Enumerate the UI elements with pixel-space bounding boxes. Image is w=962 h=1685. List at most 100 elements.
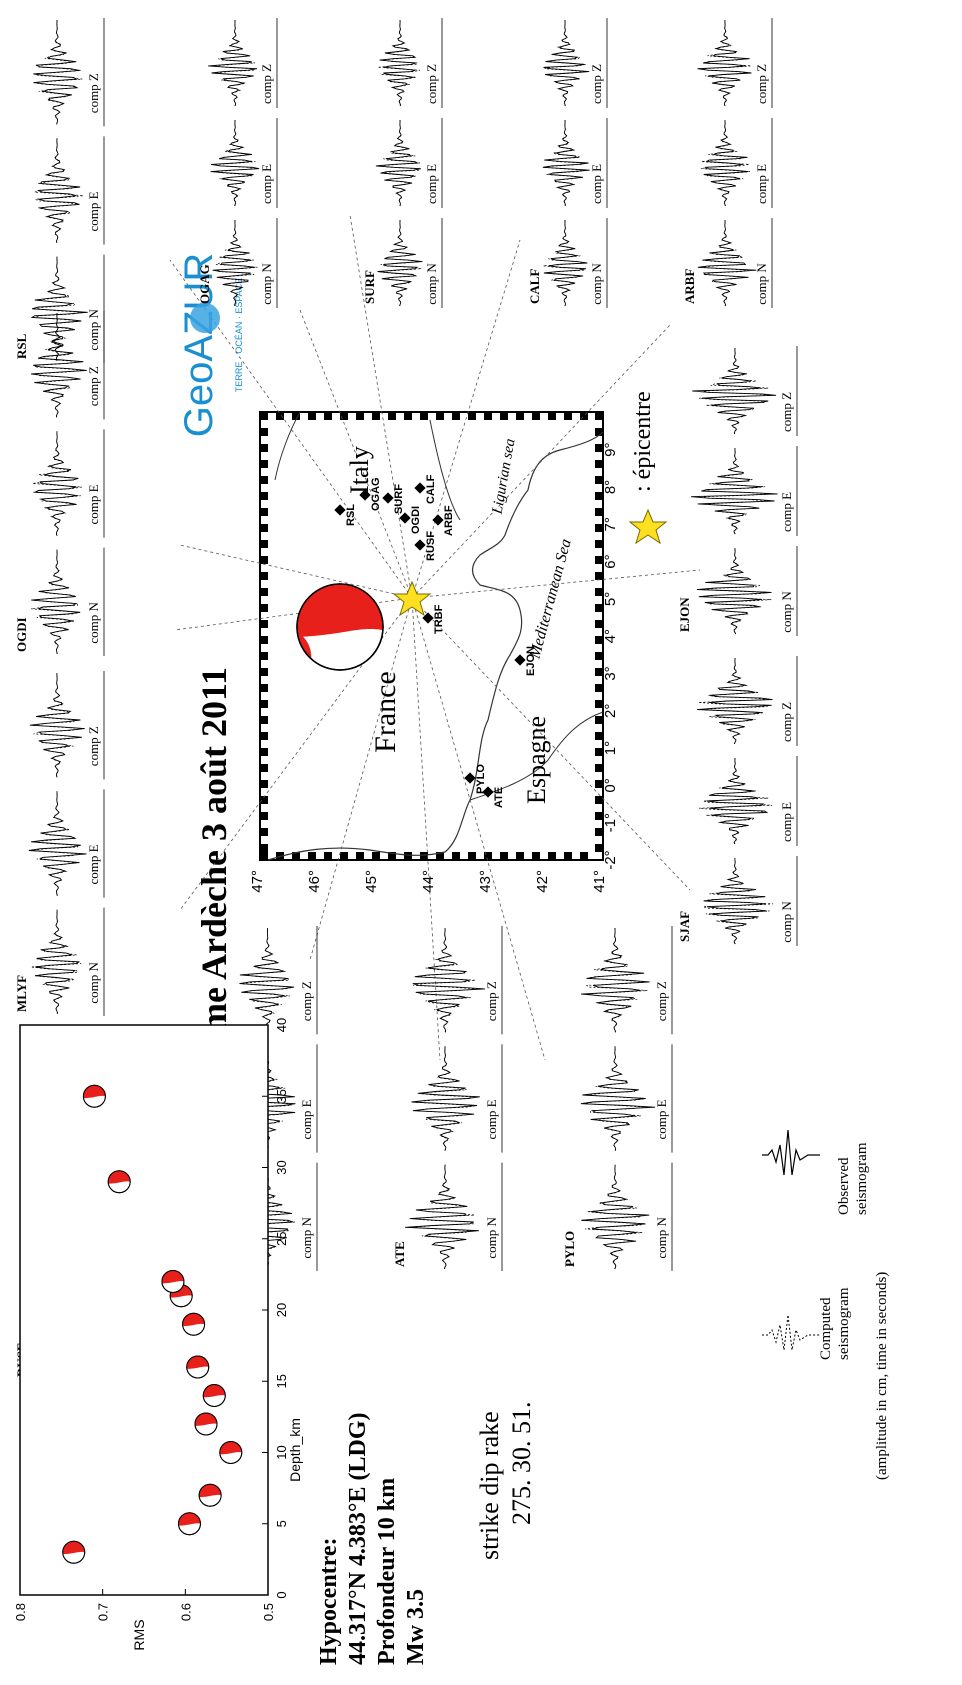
computed-trace [544, 20, 587, 107]
observed-trace [697, 657, 773, 745]
component-label: comp Z [259, 64, 274, 104]
computed-trace [698, 657, 769, 745]
border-check [595, 604, 603, 612]
component-label: comp E [779, 492, 794, 532]
border-check [260, 460, 268, 468]
italy-coast [274, 411, 461, 521]
component-label: comp Z [589, 64, 604, 104]
computed-trace [699, 547, 772, 635]
border-check [420, 852, 428, 860]
border-check [292, 852, 300, 860]
border-check [500, 852, 508, 860]
station-marker [432, 514, 444, 526]
coastline [267, 431, 604, 861]
lon-tick-label: 7° [602, 517, 619, 531]
country-espagne: Espagne [522, 716, 551, 804]
border-check [595, 780, 603, 788]
station-panel: SURF comp N comp E comp Z [362, 18, 443, 308]
legend-computed-line1: Computed [818, 1297, 834, 1360]
depth-tick-label: 35 [274, 1089, 289, 1103]
border-check [356, 412, 364, 420]
border-check [564, 852, 572, 860]
component-label: comp E [779, 802, 794, 842]
border-check [260, 540, 268, 548]
mechanism-block: strike dip rake 275. 30. 51. [475, 1402, 536, 1561]
border-check [260, 476, 268, 484]
border-check [324, 852, 332, 860]
border-check [388, 852, 396, 860]
lat-tick-label: 43° [477, 870, 494, 893]
border-check [595, 796, 603, 804]
border-check [500, 412, 508, 420]
computed-trace [378, 119, 421, 207]
depth-tick-label: 10 [274, 1445, 289, 1459]
border-check [308, 852, 316, 860]
border-check [595, 428, 603, 436]
country-france: France [369, 671, 402, 753]
border-check [595, 476, 603, 484]
border-check [404, 412, 412, 420]
lat-tick-label: 44° [420, 870, 437, 893]
station-name: EJON [677, 597, 692, 632]
observed-trace [33, 431, 79, 536]
border-check [356, 852, 364, 860]
computed-trace [215, 220, 258, 306]
computed-trace [700, 119, 750, 207]
rms-tick-label: 0.7 [96, 1603, 111, 1621]
station-label: ATE [493, 787, 505, 808]
station-marker [482, 786, 494, 798]
hypocentre-line2: 44.317°N 4.383°E (LDG) [345, 1412, 371, 1665]
map-panel: France Italy Espagne Mediterranean Sea L… [169, 214, 701, 1061]
border-check [452, 852, 460, 860]
border-check [595, 668, 603, 676]
observed-trace [411, 1046, 480, 1151]
border-check [595, 684, 603, 692]
border-check [595, 572, 603, 580]
beachball [296, 583, 384, 671]
computed-trace [34, 312, 84, 418]
border-check [595, 540, 603, 548]
component-label: comp Z [86, 73, 101, 113]
component-label: comp E [86, 484, 101, 524]
computed-trace [214, 120, 257, 207]
observed-trace [696, 547, 772, 635]
border-check [595, 748, 603, 756]
data-point-beachball [107, 1170, 131, 1194]
observed-trace [405, 1164, 479, 1270]
lat-tick-label: 46° [306, 870, 323, 893]
observed-trace [697, 219, 757, 307]
border-check [595, 556, 603, 564]
component-label: comp Z [754, 64, 769, 104]
legend-observed-line1: Observed [836, 1157, 852, 1215]
chart-frame [19, 1024, 269, 1596]
station-label: EJON [525, 646, 537, 676]
border-check [260, 852, 268, 860]
chart-ticks: 0 5 10 15 20 25 30 35 40 0.5 0.6 0.7 0.8 [13, 1018, 289, 1621]
border-check [595, 764, 603, 772]
computed-trace [30, 549, 81, 655]
component-label: comp Z [779, 392, 794, 432]
border-check [260, 732, 268, 740]
border-check [260, 844, 268, 852]
station-marker [382, 492, 394, 504]
border-check [372, 852, 380, 860]
seismogram-legend: Observed seismogram Computed seismogram … [762, 1129, 890, 1480]
border-check [404, 852, 412, 860]
border-check [324, 412, 332, 420]
border-check [260, 780, 268, 788]
border-check [548, 412, 556, 420]
computed-trace [702, 19, 752, 107]
observed-trace [706, 757, 769, 845]
data-point-beachball [62, 1540, 86, 1564]
border-check [260, 508, 268, 516]
computed-trace [239, 927, 294, 1033]
computed-trace [30, 791, 81, 896]
station-marker [399, 512, 411, 524]
logo-tagline: TERRE · OCÉAN · ESPACE [234, 278, 244, 392]
lon-tick-label: 3° [602, 666, 619, 680]
station-name: PYLO [562, 1231, 577, 1267]
border-check [595, 844, 603, 852]
latitude-ticks: 47° 46° 45° 44° 43° 42° 41° [249, 870, 608, 893]
border-check [468, 412, 476, 420]
station-name: OGAG [197, 264, 212, 304]
